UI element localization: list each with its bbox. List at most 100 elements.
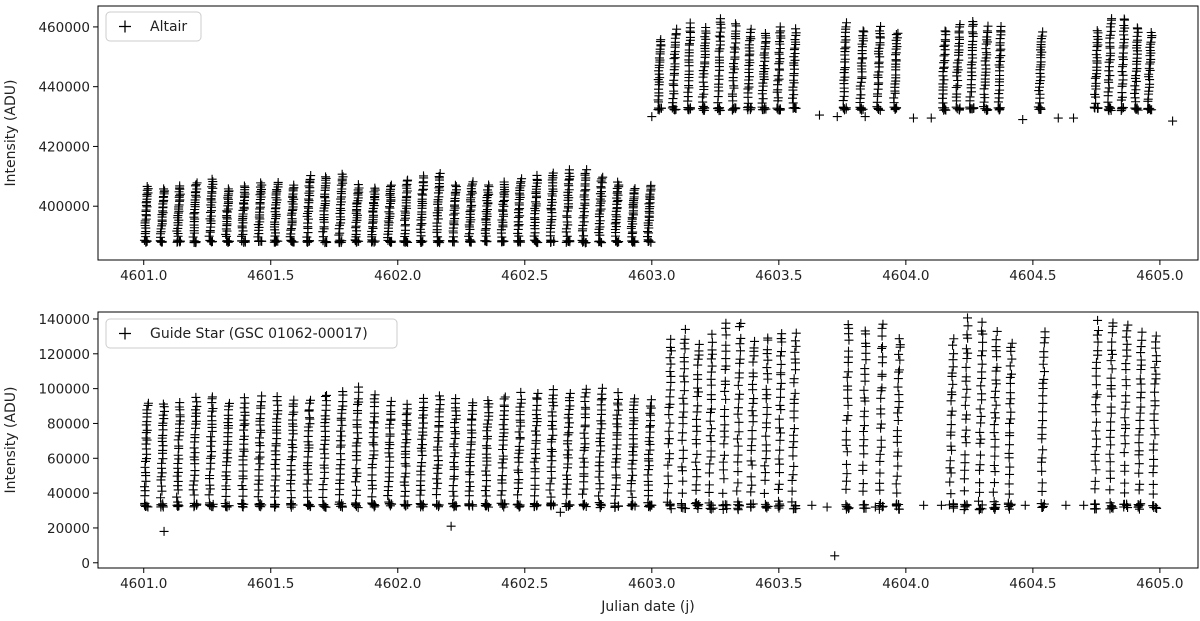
guide-star-data-point	[747, 379, 757, 389]
guide-star-data-point	[1061, 500, 1071, 510]
guide-star-data-point	[693, 387, 703, 397]
guide-star-data-point	[1135, 424, 1145, 434]
guide-star-data-point	[1148, 489, 1158, 499]
altair-data-point	[875, 105, 885, 115]
guide-star-data-point	[417, 500, 427, 510]
guide-star-data-point	[960, 458, 970, 468]
guide-star-data-point	[532, 393, 542, 403]
altair-legend: Altair	[105, 11, 202, 42]
guide-star-data-point	[1004, 448, 1014, 458]
altair-data-point	[714, 71, 724, 81]
altair-data-point	[286, 210, 296, 220]
altair-data-point	[419, 171, 429, 181]
guide-star-data-point	[665, 367, 675, 377]
guide-star-data-point	[416, 502, 426, 512]
guide-star-data-point	[776, 428, 786, 438]
guide-star-data-point	[1091, 371, 1101, 381]
guide-star-data-point	[991, 366, 1001, 376]
altair-data-point	[646, 180, 656, 190]
altair-data-point	[547, 189, 557, 199]
altair-data-point	[191, 180, 201, 190]
guide-star-data-point	[1150, 396, 1160, 406]
guide-star-data-point	[287, 435, 297, 445]
guide-star-data-point	[400, 472, 410, 482]
guide-star-data-point	[1105, 457, 1115, 467]
altair-data-point	[467, 181, 477, 191]
altair-data-point	[1092, 26, 1102, 36]
guide-star-data-point	[665, 418, 675, 428]
altair-data-point	[873, 103, 883, 113]
guide-star-data-point	[732, 486, 742, 496]
guide-star-data-point	[1134, 459, 1144, 469]
altair-data-point	[698, 66, 708, 76]
guide-star-data-point	[975, 450, 985, 460]
guide-star-legend: Guide Star (GSC 01062-00017)	[105, 318, 398, 349]
guide-star-data-point	[1092, 390, 1102, 400]
guide-star-data-point	[705, 416, 715, 426]
guide-star-data-point	[761, 440, 771, 450]
guide-star-data-point	[946, 441, 956, 451]
guide-star-data-point	[253, 479, 263, 489]
guide-star-y-ticks: 0 20000 40000 60000 80000 100000 120000 140000	[38, 312, 98, 572]
altair-data-point	[240, 237, 250, 247]
guide-star-data-point	[158, 418, 168, 428]
altair-data-point	[996, 44, 1006, 54]
guide-star-data-point	[842, 502, 852, 512]
guide-star-data-point	[320, 502, 330, 512]
altair-data-point	[613, 177, 623, 187]
guide-star-data-point	[532, 414, 542, 424]
guide-star-data-point	[722, 500, 732, 510]
guide-star-data-point	[500, 392, 510, 402]
altair-data-point	[730, 64, 740, 74]
altair-data-point	[189, 209, 199, 219]
guide-star-data-point	[704, 498, 714, 508]
guide-star-data-point	[664, 426, 674, 436]
guide-star-data-point	[173, 481, 183, 491]
guide-star-data-point	[860, 406, 870, 416]
guide-star-data-point	[893, 382, 903, 392]
guide-star-data-point	[1039, 338, 1049, 348]
guide-star-data-point	[748, 357, 758, 367]
guide-star-data-point	[874, 501, 884, 510]
guide-star-data-point	[1106, 373, 1116, 383]
guide-star-data-point	[948, 500, 958, 510]
guide-star-data-point	[822, 502, 832, 512]
guide-star-data-point	[481, 466, 491, 476]
guide-star-data-point	[877, 331, 887, 341]
guide-star-data-point	[991, 375, 1001, 385]
guide-star-data-point	[255, 499, 265, 509]
guide-star-data-point	[257, 391, 267, 401]
altair-data-point	[466, 236, 476, 246]
guide-star-data-point	[761, 431, 771, 441]
guide-star-data-point	[990, 467, 1000, 477]
guide-star-data-point	[776, 384, 786, 394]
guide-star-data-point	[746, 472, 756, 482]
guide-star-data-point	[693, 354, 703, 364]
altair-data-point	[1130, 81, 1140, 91]
guide-star-data-point	[224, 398, 234, 408]
guide-star-data-point	[402, 435, 412, 445]
altair-data-point	[715, 27, 725, 37]
guide-star-data-point	[1039, 367, 1049, 377]
altair-data-point	[1035, 104, 1045, 114]
guide-star-data-point	[207, 411, 217, 421]
altair-data-point	[1145, 59, 1155, 69]
guide-star-data-point	[1120, 404, 1130, 414]
guide-star-data-point	[369, 417, 379, 427]
guide-star-data-point	[513, 465, 523, 475]
guide-star-data-point	[449, 452, 459, 462]
guide-star-data-point	[205, 501, 215, 511]
altair-data-point	[484, 180, 494, 190]
altair-data-point	[965, 92, 975, 102]
altair-data-point	[1131, 85, 1141, 95]
guide-star-data-point	[385, 440, 395, 450]
guide-star-data-point	[893, 447, 903, 457]
guide-star-data-point	[976, 434, 986, 444]
guide-star-data-point	[156, 472, 166, 482]
altair-data-point	[481, 207, 491, 217]
guide-star-data-point	[759, 488, 769, 498]
guide-star-data-point	[546, 462, 556, 472]
guide-star-data-point	[680, 344, 690, 354]
guide-star-data-point	[706, 404, 716, 414]
altair-data-point	[790, 43, 800, 53]
